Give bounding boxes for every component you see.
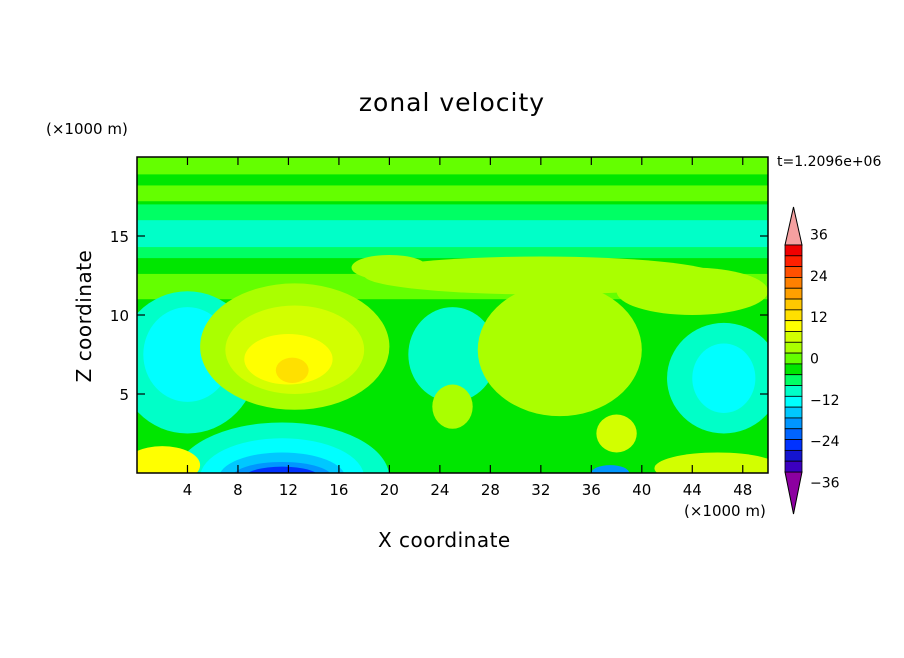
colorbar-box bbox=[784, 320, 803, 332]
colorbar-box bbox=[784, 449, 803, 462]
colorbar-arrow-bottom bbox=[784, 471, 803, 515]
x-tick-label: 16 bbox=[329, 481, 348, 499]
x-tick-label: 32 bbox=[531, 481, 550, 499]
field-cool-bottom-2 bbox=[200, 438, 364, 473]
field-jet-far-right bbox=[616, 267, 768, 315]
field-warm-corner-right bbox=[654, 452, 768, 473]
velocity-field bbox=[137, 157, 768, 473]
x-tick-label: 40 bbox=[632, 481, 651, 499]
colorbar-tick-label: −36 bbox=[810, 475, 840, 491]
colorbar-box bbox=[784, 374, 803, 386]
x-tick-label: 44 bbox=[683, 481, 702, 499]
colorbar-box bbox=[784, 439, 803, 451]
colorbar-box bbox=[784, 385, 803, 397]
field-warm-small bbox=[432, 384, 473, 429]
colorbar-box bbox=[784, 277, 803, 289]
y-tick-label: 10 bbox=[110, 307, 129, 325]
colorbar-box bbox=[784, 266, 803, 278]
colorbar-box bbox=[784, 287, 803, 300]
field-jet-left bbox=[351, 254, 428, 281]
field-warm-center bbox=[477, 283, 642, 417]
colorbar-tick-label: 0 bbox=[810, 352, 819, 368]
field-warm-pocket-peak bbox=[275, 357, 309, 383]
colorbar-tick-label: 24 bbox=[810, 269, 828, 285]
colorbar-arrow-top bbox=[784, 206, 803, 246]
y-axis-label: Z coordinate bbox=[72, 249, 96, 383]
time-annotation: t=1.2096e+06 bbox=[777, 154, 882, 170]
field-cool-small-bottom bbox=[591, 465, 630, 473]
x-axis-label: X coordinate bbox=[378, 528, 511, 552]
x-axis-unit: (×1000 m) bbox=[684, 502, 766, 520]
y-axis-unit: (×1000 m) bbox=[46, 120, 128, 138]
x-tick-label: 48 bbox=[733, 481, 752, 499]
colorbar-box bbox=[784, 406, 803, 419]
x-tick-label: 20 bbox=[380, 481, 399, 499]
colorbar-box bbox=[784, 244, 803, 257]
field-band-top-stripe bbox=[137, 174, 768, 186]
colorbar-box bbox=[784, 331, 803, 343]
colorbar-box bbox=[784, 395, 803, 408]
colorbar-box bbox=[784, 341, 803, 354]
colorbar-tick-label: −12 bbox=[810, 393, 840, 409]
field-warm-corner-left bbox=[137, 446, 201, 473]
colorbar-tick-label: 36 bbox=[810, 228, 828, 244]
field-warm-small-2 bbox=[596, 414, 637, 453]
x-tick-label: 24 bbox=[430, 481, 449, 499]
y-tick-label: 15 bbox=[110, 228, 129, 246]
colorbar-box bbox=[784, 417, 803, 430]
colorbar-box bbox=[784, 352, 803, 365]
field-cool-bottom-core bbox=[247, 466, 317, 473]
colorbar-box bbox=[784, 460, 803, 473]
x-tick-label: 4 bbox=[183, 481, 193, 499]
colorbar-tick-label: −24 bbox=[810, 434, 840, 450]
x-tick-label: 28 bbox=[481, 481, 500, 499]
colorbar-box bbox=[784, 298, 803, 311]
y-tick-label: 5 bbox=[119, 386, 129, 404]
field-band-upper-cyan bbox=[137, 220, 768, 248]
x-tick-label: 36 bbox=[582, 481, 601, 499]
x-tick-label: 8 bbox=[233, 481, 243, 499]
colorbar: 36 24 12 0 −12 −24 −36 bbox=[784, 206, 840, 515]
field-cyan-right-core bbox=[692, 343, 756, 413]
colorbar-box bbox=[784, 309, 803, 322]
chart-title: zonal velocity bbox=[358, 88, 546, 117]
colorbar-box bbox=[784, 363, 803, 376]
colorbar-tick-label: 12 bbox=[810, 310, 828, 326]
x-tick-label: 12 bbox=[279, 481, 298, 499]
colorbar-box bbox=[784, 428, 803, 440]
field-cyan-center bbox=[408, 307, 497, 402]
colorbar-box bbox=[784, 255, 803, 268]
